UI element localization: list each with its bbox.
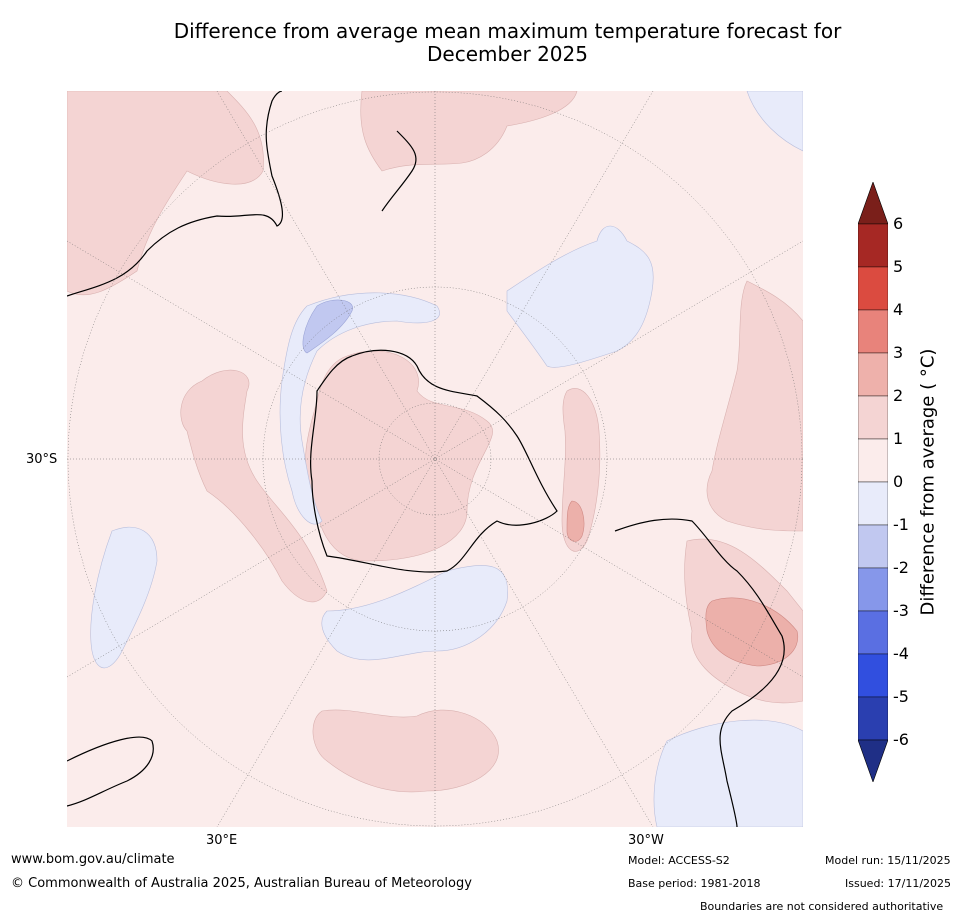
colorbar-bin — [858, 524, 888, 569]
colorbar-title: Difference from average ( °C) — [917, 348, 939, 616]
strong-warm-south-america — [705, 597, 799, 667]
graticule — [67, 91, 803, 827]
colorbar-tick-label: -5 — [893, 687, 909, 706]
cool-region-pacific — [321, 565, 508, 661]
moderate-cool-regions — [302, 299, 353, 354]
strong-warm-regions — [566, 500, 799, 667]
colorbar-bin — [858, 352, 888, 397]
colorbar-bin — [858, 610, 888, 655]
colorbar-over-arrow — [858, 182, 888, 225]
colorbar-bin — [858, 266, 888, 311]
cool-ring-indian — [279, 292, 440, 525]
colorbar-tick-label: 4 — [893, 300, 904, 319]
colorbar-bin — [858, 653, 888, 698]
cool-region-southeast-pacific — [653, 719, 803, 827]
title-line-1: Difference from average mean maximum tem… — [173, 19, 842, 43]
footer-model: Model: ACCESS-S2 — [628, 854, 730, 867]
latitude-label-30s: 30°S — [26, 452, 58, 467]
footer-issued: Issued: 17/11/2025 — [845, 877, 952, 890]
colorbar-tick-label: -2 — [893, 558, 909, 577]
colorbar-bin — [858, 567, 888, 612]
longitude-label-30e: 30°E — [206, 833, 238, 848]
strong-warm-weddell — [566, 500, 585, 542]
moderate-cool-indian — [302, 299, 353, 354]
title-line-2: December 2025 — [427, 42, 588, 66]
footer-copyright: © Commonwealth of Australia 2025, Austra… — [11, 876, 472, 891]
colorbar-tick-label: -4 — [893, 644, 909, 663]
cool-region-west-indian — [90, 526, 158, 669]
colorbar-tick-label: 6 — [893, 214, 904, 233]
colorbar-tick-label: 1 — [893, 429, 904, 448]
colorbar-tick-label: 5 — [893, 257, 904, 276]
coastline-africa — [67, 736, 154, 807]
warm-region-atlantic — [706, 280, 803, 532]
chart-title: Difference from average mean maximum tem… — [0, 20, 965, 66]
warm-region-south-pacific — [312, 709, 499, 793]
colorbar-bin — [858, 481, 888, 526]
colorbar-tick-label: -1 — [893, 515, 909, 534]
longitude-label-30w: 30°W — [628, 833, 664, 848]
colorbar — [858, 182, 888, 782]
warm-region-australia — [67, 91, 264, 296]
cool-anomaly-regions — [90, 91, 803, 827]
colorbar-bin — [858, 309, 888, 354]
colorbar-bin — [858, 395, 888, 440]
colorbar-bin — [858, 223, 888, 268]
footer-website[interactable]: www.bom.gov.au/climate — [11, 852, 175, 867]
colorbar-under-arrow — [858, 739, 888, 782]
footer-model-run: Model run: 15/11/2025 — [825, 854, 951, 867]
colorbar-tick-label: -3 — [893, 601, 909, 620]
footer-disclaimer: Boundaries are not considered authoritat… — [700, 900, 944, 913]
polar-map — [67, 91, 803, 827]
colorbar-bin — [858, 438, 888, 483]
colorbar-bin — [858, 696, 888, 741]
coastline-south-america — [614, 518, 785, 827]
colorbar-tick-label: 0 — [893, 472, 904, 491]
colorbar-tick-label: 3 — [893, 343, 904, 362]
footer-base-period: Base period: 1981-2018 — [628, 877, 761, 890]
coastline-australia — [67, 91, 284, 297]
warm-anomaly-regions — [67, 91, 803, 793]
cool-region-south-atlantic — [506, 225, 654, 368]
cool-region-northeast — [746, 91, 803, 152]
coastlines — [67, 91, 785, 827]
coastline-new-zealand — [381, 130, 417, 212]
warm-region-antarctica — [305, 350, 493, 562]
warm-region-new-zealand — [360, 91, 578, 172]
warm-region-indian-ocean — [180, 369, 328, 603]
coastline-antarctica — [310, 349, 558, 573]
colorbar-tick-label: 2 — [893, 386, 904, 405]
colorbar-tick-label: -6 — [893, 730, 909, 749]
